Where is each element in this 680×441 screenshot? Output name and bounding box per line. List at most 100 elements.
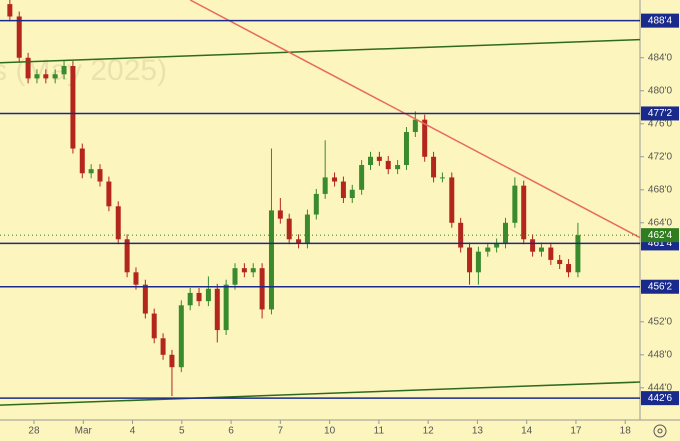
level-box: [641, 13, 679, 28]
candle-body: [538, 247, 544, 252]
candle-body: [142, 284, 148, 314]
candle-body: [412, 119, 418, 133]
y-tick-label: 464'0: [648, 217, 673, 228]
candle-body: [43, 74, 49, 79]
level-label: 461'4: [648, 238, 673, 249]
candle-body: [115, 206, 121, 240]
y-tick-label: 472'0: [648, 151, 673, 162]
candle-body: [557, 259, 563, 265]
y-tick-label: 444'0: [648, 382, 673, 393]
candle-body: [205, 288, 211, 302]
level-label: 488'4: [648, 15, 673, 26]
candle-body: [196, 292, 202, 302]
candle-body: [403, 132, 409, 166]
candle-body: [359, 165, 365, 190]
x-tick-label: 7: [278, 426, 284, 437]
candle-body: [16, 16, 22, 58]
candle-body: [521, 185, 527, 240]
trend-line: [0, 38, 641, 64]
level-label: 442'6: [648, 393, 673, 404]
settings-button[interactable]: [653, 424, 667, 438]
x-tick-label: 4: [130, 426, 136, 437]
y-tick-label: 468'0: [648, 184, 673, 195]
candle-body: [25, 57, 31, 79]
candle-body: [7, 4, 13, 17]
last-price-label: 462'4: [648, 230, 673, 241]
level-box: [641, 106, 679, 121]
candle-body: [530, 239, 536, 252]
candle-body: [169, 354, 175, 368]
x-tick-label: 18: [620, 426, 632, 437]
y-tick-label: 476'0: [648, 118, 673, 129]
candle-body: [178, 305, 184, 368]
candle-body: [502, 222, 508, 244]
candle-body: [313, 193, 319, 215]
candle-body: [88, 169, 94, 174]
x-tick-label: 6: [228, 426, 234, 437]
candle-body: [395, 165, 401, 170]
candle-body: [340, 181, 346, 199]
candle-body: [214, 288, 220, 331]
candle-body: [485, 247, 491, 252]
y-tick-label: 480'0: [648, 85, 673, 96]
level-label: 477'2: [648, 108, 673, 119]
candle-body: [241, 268, 247, 273]
candle-body: [259, 268, 265, 310]
candle-body: [422, 119, 428, 157]
candle-body: [52, 74, 58, 79]
trend-line: [0, 381, 641, 406]
x-tick-label: Mar: [75, 426, 93, 437]
x-tick-label: 5: [179, 426, 185, 437]
settings-icon[interactable]: [653, 424, 667, 438]
y-tick-label: 484'0: [648, 52, 673, 63]
x-tick-label: 17: [570, 426, 582, 437]
candle-body: [124, 239, 130, 273]
candle-body: [160, 338, 166, 355]
candle-body: [494, 243, 500, 248]
x-tick-label: 11: [374, 426, 385, 437]
candle-body: [512, 185, 518, 223]
candle-body: [97, 169, 103, 182]
candle-body: [151, 313, 157, 339]
y-tick-label: 448'0: [648, 349, 673, 360]
candle-body: [223, 284, 229, 331]
candle-body: [449, 177, 455, 223]
candle-body: [268, 210, 274, 310]
candle-body: [575, 235, 581, 273]
x-tick-label: 10: [324, 426, 336, 437]
candle-body: [349, 189, 355, 199]
watermark: s (May 2025): [0, 54, 167, 87]
last-price-box: [641, 228, 679, 243]
candle-body: [439, 177, 445, 179]
candle-body: [322, 177, 328, 194]
candle-body: [61, 66, 67, 75]
candle-body: [385, 160, 391, 170]
candle-body: [106, 181, 112, 207]
trend-line: [189, 0, 641, 239]
level-label: 456'2: [648, 281, 673, 292]
candle-body: [376, 156, 382, 161]
level-box: [641, 279, 679, 294]
candle-body: [250, 268, 256, 273]
x-tick-label: 12: [423, 426, 435, 437]
candle-body: [232, 268, 238, 285]
candle-body: [286, 218, 292, 240]
candle-body: [332, 177, 338, 182]
candle-body: [70, 66, 76, 149]
candle-body: [187, 292, 193, 306]
y-tick-label: 452'0: [648, 316, 673, 327]
candle-body: [133, 272, 139, 285]
candle-body: [368, 156, 374, 166]
candle-body: [304, 214, 310, 244]
candle-body: [467, 247, 473, 273]
candle-body: [34, 74, 40, 79]
x-tick-label: 28: [28, 426, 40, 437]
candle-body: [431, 156, 437, 178]
settings-icon-center[interactable]: [657, 428, 663, 434]
plot-area: [0, 0, 641, 406]
candle-body: [296, 239, 302, 244]
candle-body: [548, 247, 554, 260]
